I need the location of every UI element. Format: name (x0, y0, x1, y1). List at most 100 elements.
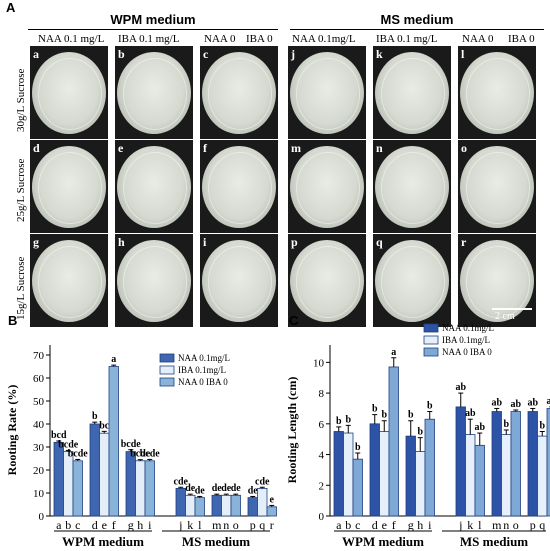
significance-letter: ab (491, 397, 502, 408)
petri-dish-photo: q (373, 234, 451, 327)
group-label-wpm: WPM medium (342, 534, 424, 549)
y-tick-label: 10 (313, 357, 325, 369)
treatment-label: NAA 0.1mg/L (292, 33, 356, 45)
bar (333, 431, 344, 517)
x-tick-label: f (112, 518, 116, 532)
x-tick-label: m (492, 518, 502, 532)
petri-dish-photo: e (115, 140, 193, 233)
x-tick-label: e (382, 518, 387, 532)
group-label-wpm: WPM medium (62, 534, 144, 549)
wpm-medium-title: WPM medium (110, 12, 196, 27)
bar (266, 506, 277, 517)
treatment-label: NAA 0 (204, 33, 236, 45)
chart-c: Rooting Length (cm) NAA 0.1mg/L IBA 0.1m… (285, 323, 550, 549)
legend-label: IBA 0.1mg/L (178, 365, 226, 375)
bar (257, 487, 268, 517)
y-tick-label: 8 (319, 388, 325, 400)
significance-letter: ab (455, 382, 466, 393)
significance-letter: ab (546, 396, 550, 407)
chart-b: Rooting Rate (%) NAA 0.1mg/L IBA 0.1mg/L… (5, 345, 277, 549)
petri-dish-photo: b (115, 46, 193, 139)
petri-dish-photo: l (458, 46, 536, 139)
bar (424, 418, 435, 517)
petri-dish-photo: g (30, 234, 108, 327)
legend-label: NAA 0 IBA 0 (178, 377, 228, 387)
significance-letter: b (503, 419, 509, 430)
bar (89, 423, 100, 517)
legend-swatch (423, 323, 439, 333)
petri-dish-photo: j (288, 46, 366, 139)
petri-dish-photo: i (200, 234, 278, 327)
x-tick-label: g (408, 518, 414, 532)
x-tick-label: a (336, 518, 342, 532)
treatment-label: NAA 0 (462, 33, 494, 45)
x-tick-label: n (223, 518, 229, 532)
y-tick-label: 10 (33, 488, 45, 500)
bar (211, 494, 222, 517)
x-tick-label: q (539, 518, 545, 532)
legend-swatch (159, 353, 175, 363)
bar (99, 432, 110, 517)
y-tick-label: 6 (319, 419, 325, 431)
x-tick-label: b (65, 518, 71, 532)
bar (72, 460, 83, 517)
significance-letter: de (195, 485, 206, 496)
bar (455, 406, 466, 517)
x-tick-label: q (259, 518, 265, 532)
x-tick-label: f (392, 518, 396, 532)
x-tick-label: i (148, 518, 152, 532)
x-tick-label: m (212, 518, 222, 532)
treatment-label: IBA 0 (508, 33, 535, 45)
legend-swatch (159, 377, 175, 387)
significance-letter: bcde (58, 439, 79, 450)
group-label-ms: MS medium (460, 534, 528, 549)
treatment-label: NAA 0.1 mg/L (38, 33, 105, 45)
y-tick-label: 0 (39, 511, 45, 523)
panel-a-letter: A (6, 0, 16, 15)
significance-letter: cde (255, 476, 270, 487)
bar (230, 494, 241, 517)
y-tick-label: 0 (319, 511, 325, 523)
y-tick-label: 70 (33, 350, 45, 362)
chart-c-ylabel: Rooting Length (cm) (285, 377, 299, 484)
wpm-title-rule (28, 29, 278, 30)
significance-letter: bc (99, 420, 110, 431)
bar (108, 366, 119, 517)
significance-letter: bcde (121, 439, 142, 450)
petri-dish-photo: n (373, 140, 451, 233)
significance-letter: de (231, 483, 242, 494)
petri-dish-photo: m (288, 140, 366, 233)
x-tick-label: r (270, 518, 274, 532)
x-tick-label: b (345, 518, 351, 532)
significance-letter: ab (465, 408, 476, 419)
significance-letter: b (381, 410, 387, 421)
significance-letter: de (248, 485, 259, 496)
significance-letter: a (111, 354, 116, 365)
bar (527, 411, 538, 517)
significance-letter: ab (510, 399, 521, 410)
treatment-label: IBA 0.1 mg/L (376, 33, 438, 45)
petri-dish-photo: a (30, 46, 108, 139)
bar (379, 431, 390, 517)
petri-dish-photo: k (373, 46, 451, 139)
x-tick-label: k (187, 518, 193, 532)
bar (221, 494, 232, 517)
bar (474, 444, 485, 517)
petri-dish-photo: d (30, 140, 108, 233)
bar (194, 497, 205, 517)
bar (501, 434, 512, 517)
bar (369, 423, 380, 517)
x-tick-label: i (428, 518, 432, 532)
y-tick-label: 4 (319, 450, 325, 462)
ms-medium-title: MS medium (380, 12, 454, 27)
x-tick-label: h (417, 518, 423, 532)
significance-letter: bcde (140, 448, 161, 459)
legend-label: NAA 0.1mg/L (178, 353, 230, 363)
bar (546, 408, 550, 517)
petri-dish-photo: c (200, 46, 278, 139)
significance-letter: e (270, 494, 275, 505)
x-tick-label: h (137, 518, 143, 532)
significance-letter: b (336, 416, 342, 427)
significance-letter: ab (474, 422, 485, 433)
